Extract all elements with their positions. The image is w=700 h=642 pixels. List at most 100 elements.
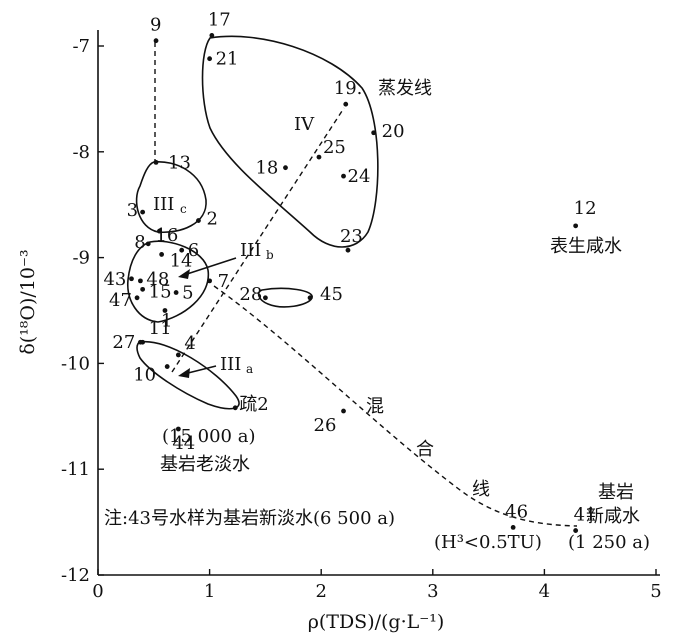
data-point — [573, 528, 579, 533]
mixing-line-label-3: 线 — [472, 479, 490, 500]
x-tick-label: 1 — [204, 581, 215, 602]
point-label: 8 — [134, 232, 145, 253]
point-label: 28 — [239, 284, 262, 305]
data-point — [510, 524, 516, 530]
axis-ticks — [97, 45, 657, 576]
point-label: 4 — [184, 333, 195, 354]
data-point — [341, 173, 346, 179]
data-point — [159, 252, 165, 257]
arrow-iiia — [178, 365, 217, 378]
data-point — [138, 278, 143, 284]
point-label: 46 — [505, 501, 528, 522]
point-label: 43 — [103, 269, 126, 290]
data-point — [283, 165, 288, 171]
region-iiib-sub: b — [266, 248, 274, 262]
mixing-line — [213, 285, 578, 527]
point-label: 疏2 — [239, 394, 268, 415]
x-axis-title: ρ(TDS)/(g·L⁻¹) — [308, 611, 445, 633]
y-tick-label: -9 — [72, 248, 90, 269]
y-tick-label: -7 — [72, 36, 90, 57]
data-point — [371, 130, 377, 136]
point-label: 48 — [146, 269, 169, 290]
point-label: 16 — [155, 225, 178, 246]
sample-note: 注:43号水样为基岩新淡水(6 500 a) — [104, 508, 395, 529]
y-tick-label: -12 — [61, 565, 90, 586]
region-iiia-sub: a — [246, 362, 253, 376]
point-label: 41 — [574, 505, 597, 526]
x-tick-label: 5 — [650, 581, 661, 602]
data-points — [129, 33, 579, 533]
data-point — [307, 295, 313, 301]
saline-surface-label: 表生咸水 — [550, 236, 622, 257]
data-point — [316, 154, 322, 160]
data-point — [263, 295, 268, 301]
arrow-iiib — [178, 257, 237, 279]
point-label: 17 — [208, 9, 231, 30]
point-label: 19. — [334, 78, 363, 99]
point-label: 6 — [188, 240, 199, 261]
regions-and-lines — [127, 35, 578, 527]
data-point — [179, 247, 185, 253]
point-label: 1 — [161, 311, 172, 332]
mixing-line-label-2: 合 — [416, 439, 434, 460]
data-point — [343, 101, 349, 107]
point-label: 12 — [574, 198, 597, 219]
point-label: 18 — [255, 158, 278, 179]
x-tick-label: 4 — [539, 581, 550, 602]
point-label: 14 — [170, 250, 193, 271]
data-point — [156, 228, 162, 234]
bedrock-saline-label-2: 新咸水 — [586, 506, 640, 527]
data-point — [164, 364, 170, 369]
data-point — [175, 426, 181, 432]
point-label: 5 — [182, 283, 193, 304]
x-tick-label: 0 — [92, 581, 103, 602]
data-point — [145, 241, 151, 247]
evaporation-line-label: 蒸发线 — [378, 78, 432, 99]
y-axis-title: δ(¹⁸O)/10⁻³ — [17, 249, 39, 354]
point-label: 24 — [348, 166, 371, 187]
point-label: 2 — [206, 209, 217, 230]
point-label: 21 — [216, 49, 239, 70]
bedrock-age-label: (1 250 a) — [568, 532, 650, 553]
point-label: 3 — [127, 200, 138, 221]
y-tick-label: -10 — [61, 353, 90, 374]
point-label: 13 — [168, 152, 191, 173]
point-label: 26 — [314, 415, 337, 436]
data-point — [209, 33, 215, 38]
region-iiic-sub: c — [180, 202, 187, 216]
point-label: 20 — [382, 121, 405, 142]
region-iv-outline — [201, 35, 379, 248]
region-iiia-label: III — [220, 354, 241, 375]
data-point — [138, 339, 143, 345]
region-iv-label: IV — [294, 114, 315, 135]
point-label: 7 — [218, 271, 229, 292]
point-label: 44 — [172, 433, 195, 454]
data-point — [573, 223, 579, 229]
data-point — [175, 352, 181, 358]
data-point — [173, 290, 179, 295]
region-iiia-outline — [136, 340, 240, 410]
x-tick-label: 3 — [427, 581, 438, 602]
data-point — [140, 209, 146, 215]
old-fresh-age-label: (15 000 a) — [162, 426, 255, 447]
evaporation-line — [171, 107, 345, 373]
point-label: 47 — [109, 290, 132, 311]
mixing-line-label-1: 混 — [366, 396, 384, 417]
data-point — [140, 286, 146, 292]
region-28-45-outline — [257, 287, 313, 308]
data-point — [345, 247, 351, 253]
y-tick-label: -11 — [61, 459, 90, 480]
data-point — [207, 278, 213, 284]
data-point — [207, 56, 213, 62]
old-fresh-label: 基岩老淡水 — [160, 454, 250, 475]
region-iiib-label: III — [240, 240, 261, 261]
tick-labels: 0 1 2 3 4 5-12-11-10-9-8-7 — [61, 36, 662, 602]
axes — [97, 30, 660, 576]
point-label: 9 — [150, 15, 161, 36]
data-point — [129, 276, 134, 282]
point-label: 27 — [112, 332, 135, 353]
point-label: 11 — [149, 318, 172, 339]
y-tick-label: -8 — [72, 142, 90, 163]
